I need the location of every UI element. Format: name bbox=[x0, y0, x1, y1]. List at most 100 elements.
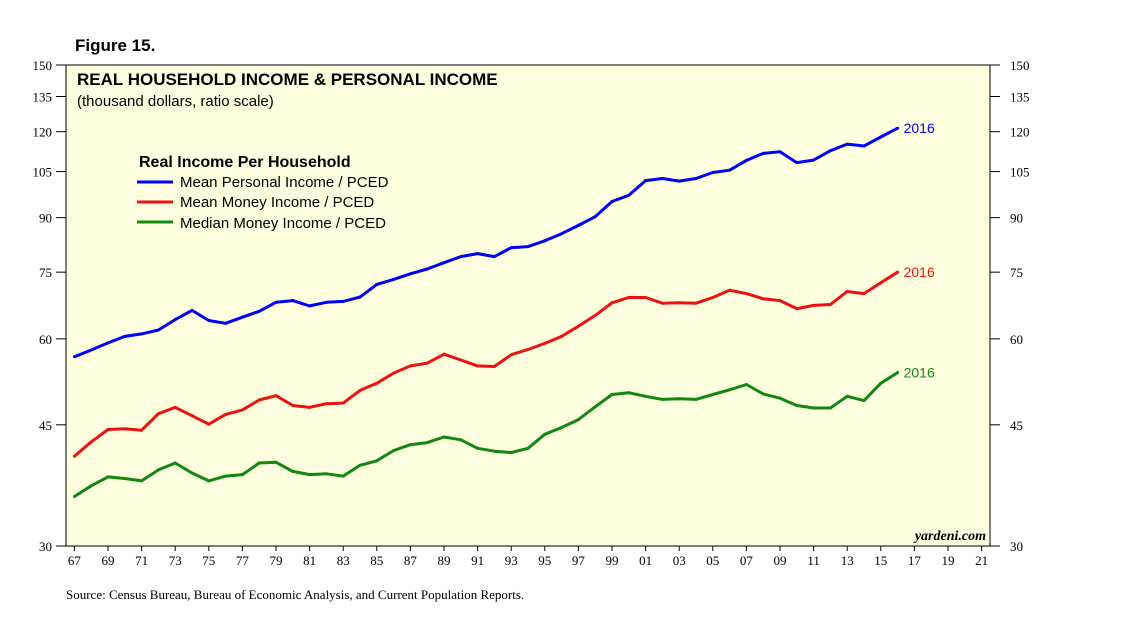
y-tick-label-left-45: 45 bbox=[39, 418, 52, 433]
data-point-s1-1975 bbox=[207, 422, 211, 426]
data-point-s1-2016 bbox=[896, 270, 900, 274]
data-point-s2-1969 bbox=[106, 475, 110, 479]
y-tick-label-left-120: 120 bbox=[33, 125, 53, 140]
data-point-s0-2014 bbox=[862, 144, 866, 148]
data-point-s1-1992 bbox=[492, 364, 496, 368]
data-point-s0-2011 bbox=[812, 158, 816, 162]
data-point-s0-1997 bbox=[576, 223, 580, 227]
data-point-s0-1979 bbox=[274, 300, 278, 304]
x-tick-label-81: 81 bbox=[303, 553, 316, 568]
data-point-s1-2014 bbox=[862, 292, 866, 296]
data-point-s1-2012 bbox=[828, 303, 832, 307]
data-point-s1-1970 bbox=[123, 427, 127, 431]
x-tick-label-97: 97 bbox=[572, 553, 586, 568]
y-tick-label-right-135: 135 bbox=[1010, 89, 1030, 104]
x-tick-label-83: 83 bbox=[337, 553, 350, 568]
x-tick-label-01: 01 bbox=[639, 553, 652, 568]
data-point-s2-1990 bbox=[459, 438, 463, 442]
data-point-s1-1996 bbox=[560, 334, 564, 338]
data-point-s0-1984 bbox=[358, 295, 362, 299]
data-point-s0-1993 bbox=[509, 246, 513, 250]
series-end-label-2: 2016 bbox=[904, 365, 935, 381]
x-tick-label-89: 89 bbox=[438, 553, 451, 568]
data-point-s2-2001 bbox=[644, 394, 648, 398]
x-tick-label-95: 95 bbox=[538, 553, 551, 568]
series-line-0 bbox=[73, 126, 899, 359]
data-point-s1-1973 bbox=[173, 405, 177, 409]
data-point-s1-2011 bbox=[812, 303, 816, 307]
data-point-s2-1974 bbox=[190, 471, 194, 475]
data-point-s2-2006 bbox=[728, 388, 732, 392]
x-tick-label-87: 87 bbox=[404, 553, 418, 568]
data-point-s0-1969 bbox=[106, 341, 110, 345]
data-point-s0-1981 bbox=[308, 304, 312, 308]
data-point-s2-1979 bbox=[274, 460, 278, 464]
watermark: yardeni.com bbox=[913, 529, 986, 544]
data-point-s0-2000 bbox=[627, 193, 631, 197]
y-tick-label-right-75: 75 bbox=[1010, 265, 1023, 280]
y-tick-label-left-60: 60 bbox=[39, 332, 52, 347]
y-tick-label-right-30: 30 bbox=[1010, 539, 1023, 554]
x-tick-label-19: 19 bbox=[942, 553, 955, 568]
data-point-s2-1976 bbox=[224, 474, 228, 478]
data-point-s0-1996 bbox=[560, 232, 564, 236]
data-point-s0-2006 bbox=[728, 168, 732, 172]
data-point-s2-1992 bbox=[492, 449, 496, 453]
chart-title: REAL HOUSEHOLD INCOME & PERSONAL INCOME bbox=[77, 70, 498, 89]
x-tick-label-99: 99 bbox=[606, 553, 619, 568]
data-point-s1-1976 bbox=[224, 412, 228, 416]
chart-subtitle: (thousand dollars, ratio scale) bbox=[77, 93, 274, 110]
data-point-s1-2002 bbox=[660, 301, 664, 305]
data-point-s2-2004 bbox=[694, 397, 698, 401]
data-point-s1-1993 bbox=[509, 353, 513, 357]
y-tick-label-right-150: 150 bbox=[1010, 58, 1030, 73]
data-point-s1-2000 bbox=[627, 296, 631, 300]
data-point-s0-1995 bbox=[543, 239, 547, 243]
data-point-s0-1978 bbox=[257, 309, 261, 313]
x-tick-label-77: 77 bbox=[236, 553, 250, 568]
y-tick-label-left-30: 30 bbox=[39, 539, 52, 554]
data-point-s2-1988 bbox=[425, 441, 429, 445]
data-point-s0-1971 bbox=[140, 332, 144, 336]
data-point-s1-1974 bbox=[190, 414, 194, 418]
data-point-s2-1982 bbox=[324, 472, 328, 476]
data-point-s1-2007 bbox=[744, 292, 748, 296]
y-tick-label-left-150: 150 bbox=[33, 58, 53, 73]
data-point-s0-1998 bbox=[593, 215, 597, 219]
data-point-s2-2016 bbox=[896, 371, 900, 375]
data-point-s1-1983 bbox=[341, 401, 345, 405]
data-point-s0-1990 bbox=[459, 255, 463, 259]
data-point-s0-1976 bbox=[224, 321, 228, 325]
figure-label: Figure 15. bbox=[75, 36, 156, 55]
x-tick-label-17: 17 bbox=[908, 553, 922, 568]
data-point-s1-1971 bbox=[140, 428, 144, 432]
overlay: 2016 2016 2016 bbox=[904, 120, 935, 380]
data-point-s0-2015 bbox=[879, 135, 883, 139]
y-tick-label-right-90: 90 bbox=[1010, 211, 1023, 226]
data-point-s0-1983 bbox=[341, 299, 345, 303]
data-point-s2-1994 bbox=[526, 446, 530, 450]
data-point-s1-2009 bbox=[778, 299, 782, 303]
data-point-s0-1991 bbox=[476, 252, 480, 256]
x-tick-label-05: 05 bbox=[706, 553, 719, 568]
data-point-s0-1986 bbox=[392, 277, 396, 281]
data-point-s2-1996 bbox=[560, 425, 564, 429]
data-point-s2-1981 bbox=[308, 473, 312, 477]
data-point-s2-1991 bbox=[476, 446, 480, 450]
x-tick-label-09: 09 bbox=[774, 553, 787, 568]
data-point-s1-1987 bbox=[408, 364, 412, 368]
data-point-s1-1997 bbox=[576, 324, 580, 328]
data-point-s2-1977 bbox=[240, 473, 244, 477]
legend-title: Real Income Per Household bbox=[139, 154, 351, 171]
x-tick-label-91: 91 bbox=[471, 553, 484, 568]
data-point-s0-1992 bbox=[492, 255, 496, 259]
axes: 30 30 45 45 60 60 75 75 90 90 105 105 120 120 135 135 15… bbox=[33, 58, 1030, 568]
data-point-s2-2009 bbox=[778, 396, 782, 400]
data-point-s1-1990 bbox=[459, 358, 463, 362]
data-point-s1-1977 bbox=[240, 408, 244, 412]
data-point-s2-2012 bbox=[828, 406, 832, 410]
y-tick-label-right-60: 60 bbox=[1010, 332, 1023, 347]
data-point-s1-1980 bbox=[291, 404, 295, 408]
data-point-s0-2007 bbox=[744, 158, 748, 162]
